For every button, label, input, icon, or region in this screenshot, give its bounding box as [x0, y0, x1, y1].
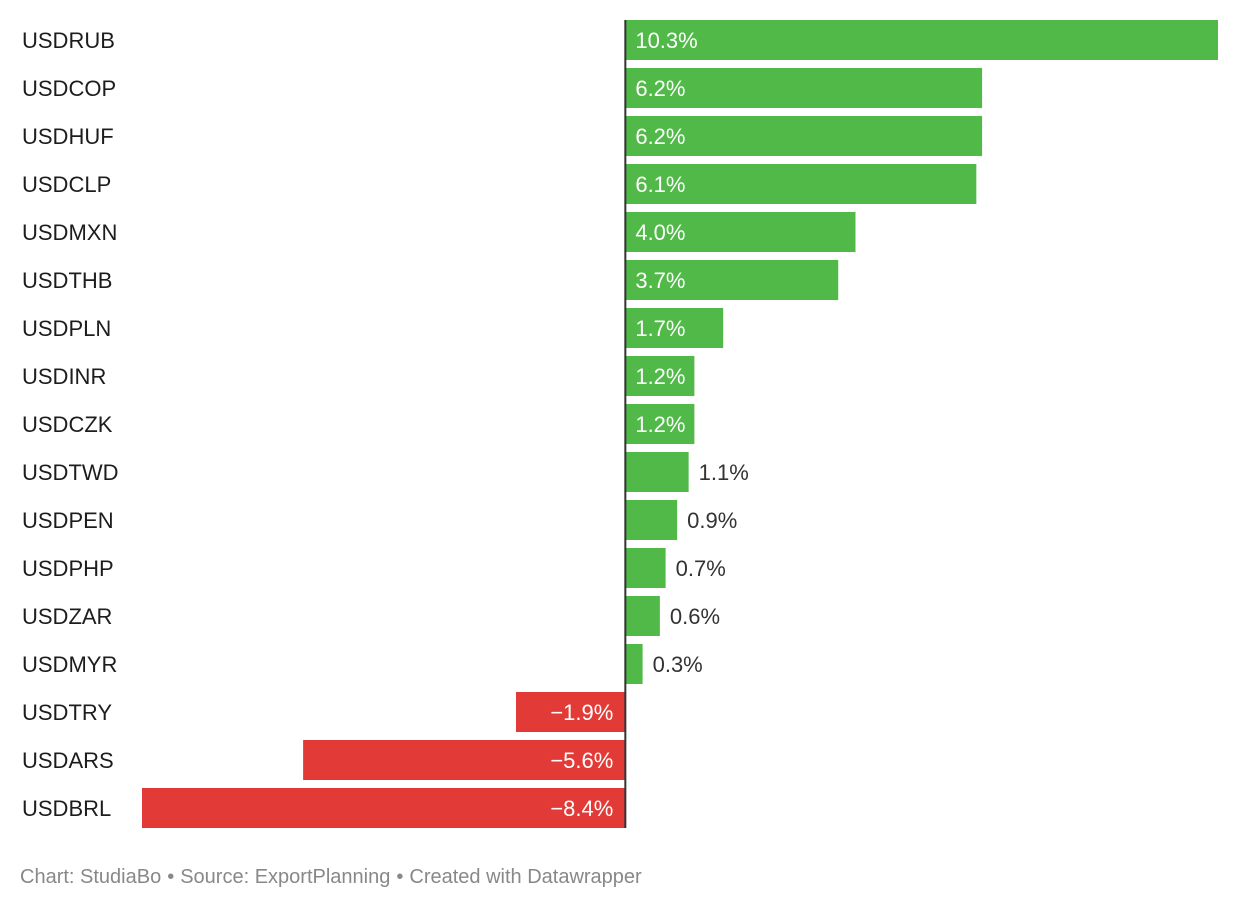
- category-label: USDPEN: [22, 508, 114, 533]
- bar: [625, 596, 660, 636]
- bar: [303, 740, 626, 780]
- category-label: USDINR: [22, 364, 106, 389]
- category-label: USDTWD: [22, 460, 119, 485]
- category-label: USDHUF: [22, 124, 114, 149]
- chart-footer: Chart: StudiaBo • Source: ExportPlanning • C…: [20, 866, 642, 889]
- value-label: −5.6%: [550, 748, 613, 773]
- value-label: 3.7%: [635, 268, 685, 293]
- value-label: 1.2%: [635, 364, 685, 389]
- category-label: USDBRL: [22, 796, 111, 821]
- value-label: −8.4%: [550, 796, 613, 821]
- category-label: USDPLN: [22, 316, 111, 341]
- category-label: USDMXN: [22, 220, 117, 245]
- category-label: USDRUB: [22, 28, 115, 53]
- value-label: 0.6%: [670, 604, 720, 629]
- datawrapper-credit: Created with Datawrapper: [409, 866, 642, 888]
- bar: [625, 116, 983, 156]
- bar: [625, 404, 695, 444]
- bar: [625, 548, 666, 588]
- bar: [625, 308, 724, 348]
- bar: [625, 260, 839, 300]
- chart-credit: Chart: StudiaBo: [20, 866, 162, 888]
- value-label: 6.1%: [635, 172, 685, 197]
- bar: [625, 20, 1218, 60]
- value-label: 4.0%: [635, 220, 685, 245]
- bar: [516, 692, 626, 732]
- source-credit: Source: ExportPlanning: [180, 866, 391, 888]
- value-label: −1.9%: [550, 700, 613, 725]
- category-label: USDMYR: [22, 652, 117, 677]
- category-label: USDZAR: [22, 604, 112, 629]
- value-label: 0.3%: [653, 652, 703, 677]
- value-label: 10.3%: [635, 28, 697, 53]
- bar: [625, 164, 977, 204]
- category-label: USDCOP: [22, 76, 116, 101]
- category-label: USDTHB: [22, 268, 112, 293]
- value-label: 1.2%: [635, 412, 685, 437]
- footer-separator: •: [396, 866, 404, 888]
- value-label: 0.9%: [687, 508, 737, 533]
- category-label: USDCZK: [22, 412, 113, 437]
- bar: [625, 68, 983, 108]
- footer-separator: •: [167, 866, 175, 888]
- category-label: USDARS: [22, 748, 114, 773]
- bar: [625, 644, 643, 684]
- value-label: 6.2%: [635, 124, 685, 149]
- value-label: 1.1%: [699, 460, 749, 485]
- bar: [625, 212, 856, 252]
- bar: [625, 500, 678, 540]
- value-label: 6.2%: [635, 76, 685, 101]
- value-label: 1.7%: [635, 316, 685, 341]
- bar: [625, 452, 689, 492]
- category-label: USDCLP: [22, 172, 111, 197]
- category-label: USDPHP: [22, 556, 114, 581]
- bar-chart: USDRUB 10.3% USDCOP 6.2% USDHUF 6.2% USDCLP 6.1…: [22, 20, 1218, 828]
- value-label: 0.7%: [676, 556, 726, 581]
- bar: [142, 788, 626, 828]
- category-label: USDTRY: [22, 700, 112, 725]
- bar: [625, 356, 695, 396]
